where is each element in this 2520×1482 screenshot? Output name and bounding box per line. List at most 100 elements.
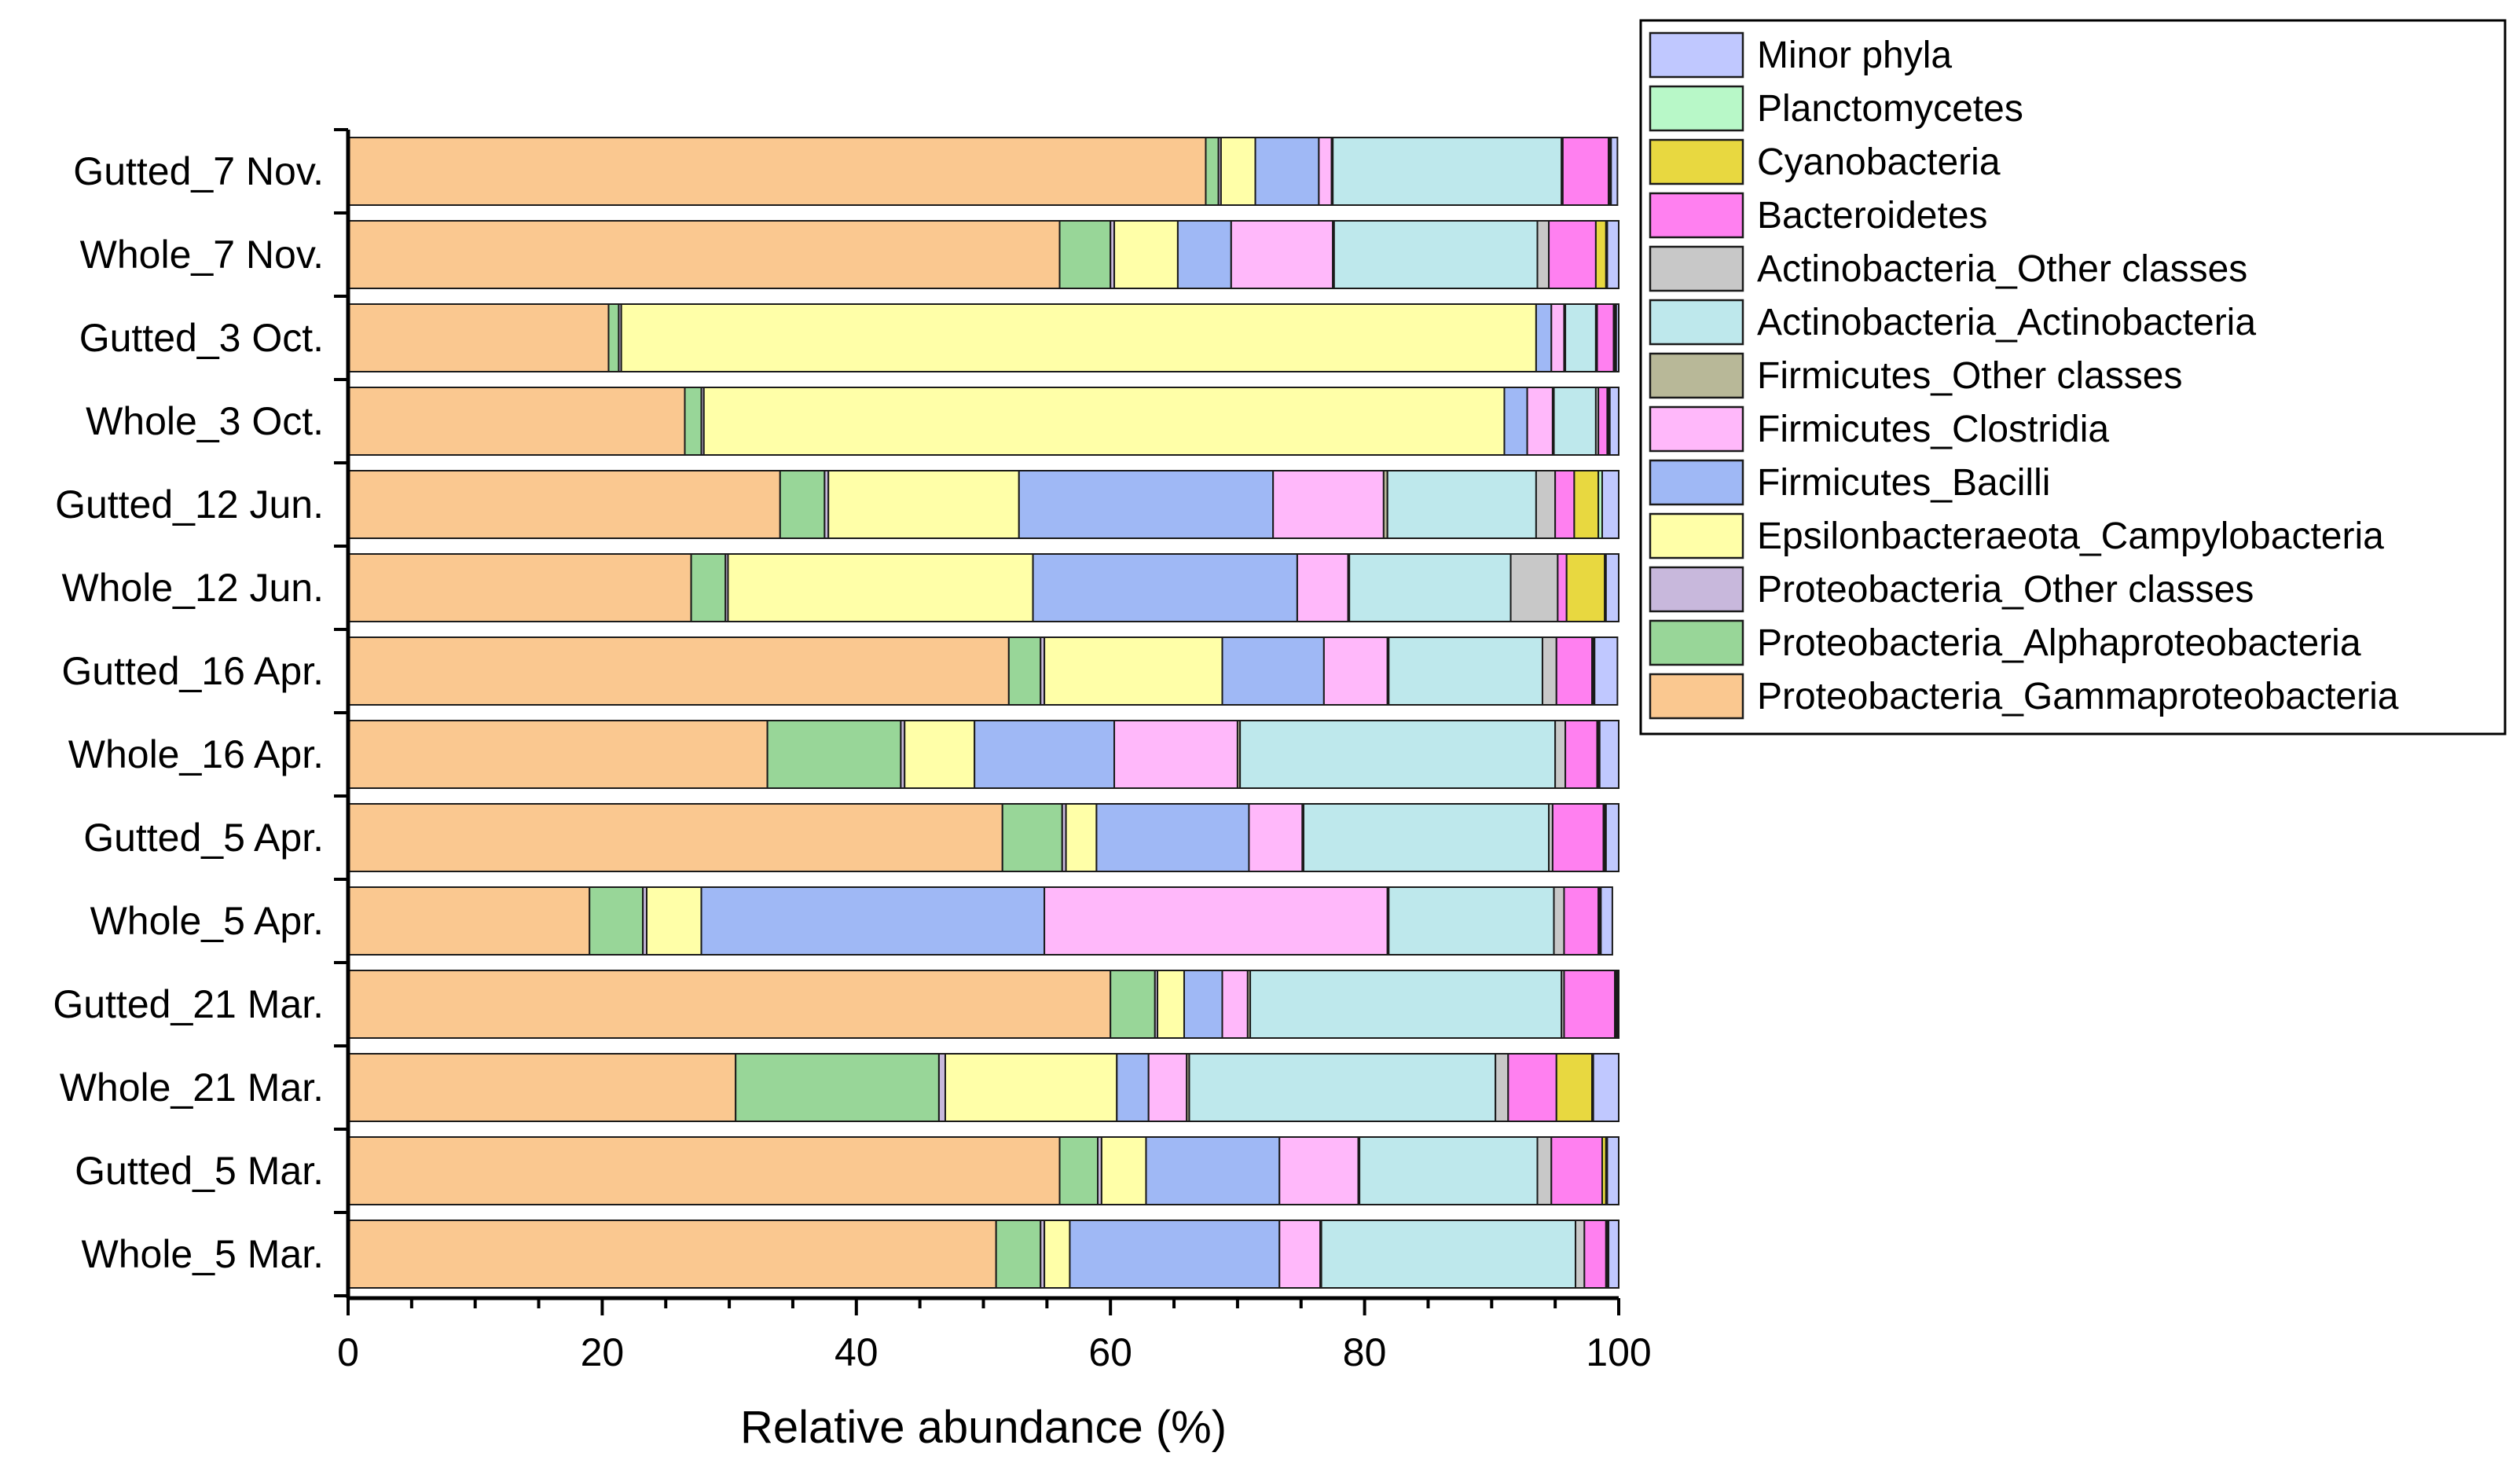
bar-segment: [645, 886, 702, 956]
bar-segment: [1535, 303, 1553, 372]
legend-swatch: [1649, 673, 1744, 720]
x-tick-label: 0: [337, 1330, 359, 1374]
legend-swatch: [1649, 566, 1744, 613]
bar-segment: [1548, 220, 1597, 289]
bar-segment: [1147, 1053, 1188, 1122]
bar-segment: [347, 720, 768, 789]
bar-segment: [995, 1220, 1042, 1289]
bar-segment: [1564, 303, 1597, 372]
category-label: Gutted_3 Oct.: [79, 316, 324, 360]
bar-segment: [347, 636, 1010, 706]
legend-label: Cyanobacteria: [1757, 141, 2001, 183]
legend-swatch: [1649, 459, 1744, 506]
bar-segment: [1007, 636, 1042, 706]
legend: Minor phyla Planctomycetes Cyanobacteria Ba…: [1639, 19, 2507, 735]
legend-swatch: [1649, 619, 1744, 666]
bar-segment: [1536, 1136, 1553, 1205]
bar-segment: [1561, 137, 1610, 206]
legend-label: Epsilonbacteraeota_Campylobacteria: [1757, 515, 2384, 557]
bar-segment: [1606, 1136, 1620, 1205]
bar-segment: [1554, 720, 1567, 789]
legend-label: Firmicutes_Bacilli: [1757, 462, 2050, 504]
bar-segment: [944, 1053, 1118, 1122]
bar-segment: [347, 1136, 1061, 1205]
legend-label: Proteobacteria_Gammaproteobacteria: [1757, 676, 2399, 717]
bar-segment: [1605, 803, 1619, 872]
category-label: Whole_5 Mar.: [82, 1232, 324, 1276]
bar-segment: [347, 970, 1112, 1039]
bar-segment: [1507, 1053, 1557, 1122]
bar-segment: [1608, 1220, 1619, 1289]
bar-segment: [1610, 137, 1619, 206]
axes: 0 20 40 60 80 100: [334, 128, 1652, 1374]
legend-swatch: [1649, 405, 1744, 453]
bar-segment: [1296, 553, 1349, 622]
bar-segment: [1564, 720, 1598, 789]
bar-segment: [1553, 387, 1597, 456]
category-label: Gutted_7 Nov.: [73, 149, 324, 193]
x-tick-label: 80: [1343, 1330, 1387, 1374]
bar-segment: [347, 137, 1207, 206]
bar-segment: [1230, 220, 1334, 289]
bar-segment: [1302, 803, 1550, 872]
bar-segment: [1183, 970, 1223, 1039]
bar-segment: [1001, 803, 1063, 872]
bar-group: [347, 137, 1620, 1289]
x-axis-title: Relative abundance (%): [740, 1402, 1227, 1453]
x-tick-label: 20: [581, 1330, 625, 1374]
bar-segment: [1249, 970, 1563, 1039]
legend-swatch: [1649, 138, 1744, 185]
bar-segment: [1320, 1220, 1577, 1289]
y-ticks: [334, 128, 348, 1297]
category-label: Whole_16 Apr.: [68, 732, 324, 776]
category-label: Whole_12 Jun.: [61, 566, 324, 610]
legend-swatch: [1649, 85, 1744, 132]
bar-segment: [684, 387, 702, 456]
bar-segment: [347, 1220, 997, 1289]
bar-segment: [1388, 636, 1543, 706]
bar-segment: [1110, 970, 1156, 1039]
bar-segment: [347, 553, 692, 622]
bar-segment: [1100, 1136, 1147, 1205]
bar-segment: [1495, 1053, 1509, 1122]
bar-segment: [690, 553, 727, 622]
bar-segment: [1563, 970, 1616, 1039]
bar-segment: [347, 803, 1003, 872]
bar-segment: [347, 886, 591, 956]
bar-segment: [1044, 1220, 1071, 1289]
x-tick-label: 60: [1088, 1330, 1132, 1374]
bar-segment: [347, 303, 610, 372]
category-label: Gutted_12 Jun.: [55, 482, 324, 526]
category-label: Gutted_21 Mar.: [53, 982, 324, 1026]
bar-segment: [589, 886, 644, 956]
bar-segment: [347, 387, 686, 456]
bar-segment: [700, 886, 1046, 956]
bar-segment: [1145, 1136, 1281, 1205]
bar-segment: [1176, 220, 1232, 289]
category-label: Gutted_16 Apr.: [61, 649, 324, 693]
legend-label: Planctomycetes: [1757, 88, 2023, 130]
bar-segment: [1565, 553, 1606, 622]
bar-segment: [1553, 886, 1565, 956]
bar-segment: [702, 387, 1506, 456]
bar-segment: [1557, 553, 1568, 622]
bar-segment: [1616, 970, 1620, 1039]
bar-segment: [827, 470, 1020, 539]
bar-segment: [1044, 886, 1388, 956]
bar-segment: [1113, 720, 1238, 789]
bar-segment: [347, 470, 781, 539]
category-label: Gutted_5 Mar.: [75, 1149, 324, 1193]
bar-segment: [1239, 720, 1557, 789]
bar-segment: [620, 303, 1537, 372]
bar-segment: [1272, 470, 1385, 539]
bar-segment: [1526, 387, 1553, 456]
legend-swatch: [1649, 31, 1744, 79]
x-ticks: 0 20 40 60 80 100: [337, 1298, 1652, 1374]
bar-segment: [1594, 220, 1607, 289]
x-tick-label: 40: [834, 1330, 879, 1374]
bar-segment: [1541, 636, 1557, 706]
bar-segment: [1058, 220, 1112, 289]
bar-segment: [1555, 1053, 1594, 1122]
bar-segment: [1359, 1136, 1539, 1205]
